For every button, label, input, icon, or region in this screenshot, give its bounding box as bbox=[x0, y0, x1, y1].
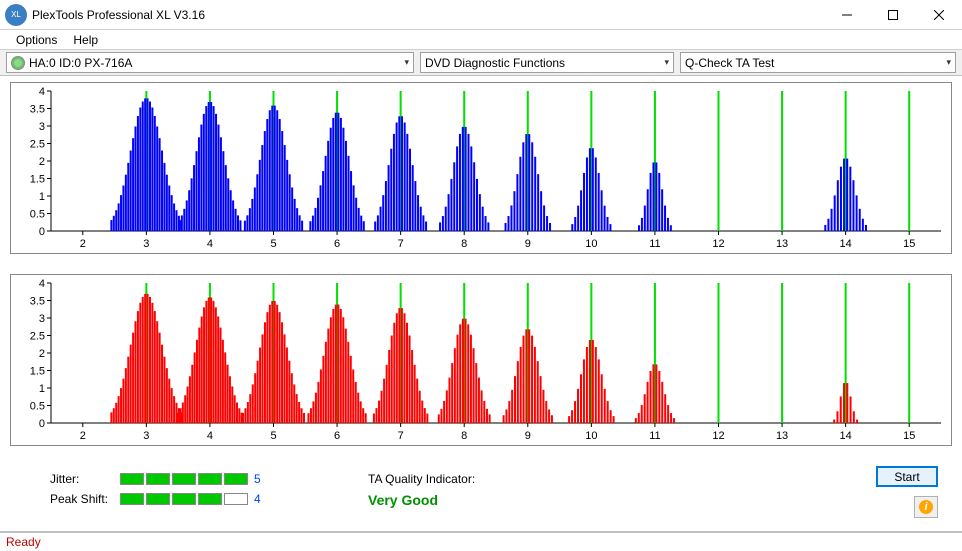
window-controls bbox=[824, 0, 962, 29]
svg-text:2.5: 2.5 bbox=[30, 139, 45, 151]
svg-text:5: 5 bbox=[270, 430, 276, 442]
svg-text:6: 6 bbox=[334, 238, 340, 250]
indicators-panel: Jitter: 5 Peak Shift: 4 TA Quality Indic… bbox=[10, 466, 952, 508]
menu-bar: Options Help bbox=[0, 30, 962, 50]
svg-text:9: 9 bbox=[525, 238, 531, 250]
svg-text:3: 3 bbox=[143, 238, 149, 250]
svg-text:7: 7 bbox=[398, 238, 404, 250]
svg-text:13: 13 bbox=[776, 430, 788, 442]
chevron-down-icon: ▾ bbox=[404, 57, 409, 68]
chevron-down-icon: ▾ bbox=[664, 57, 669, 68]
svg-text:10: 10 bbox=[585, 430, 597, 442]
svg-text:4: 4 bbox=[207, 430, 213, 442]
svg-text:5: 5 bbox=[270, 238, 276, 250]
test-select[interactable]: Q-Check TA Test ▾ bbox=[680, 52, 956, 73]
quality-segment bbox=[198, 493, 222, 505]
svg-text:4: 4 bbox=[207, 238, 213, 250]
chevron-down-icon: ▾ bbox=[946, 57, 951, 68]
info-button[interactable]: i bbox=[914, 496, 938, 518]
quality-segment bbox=[120, 473, 144, 485]
quality-segment bbox=[172, 493, 196, 505]
svg-text:0: 0 bbox=[39, 226, 45, 238]
maximize-button[interactable] bbox=[870, 0, 916, 29]
function-select[interactable]: DVD Diagnostic Functions ▾ bbox=[420, 52, 674, 73]
test-select-value: Q-Check TA Test bbox=[685, 56, 774, 70]
svg-text:11: 11 bbox=[649, 430, 660, 442]
svg-text:2: 2 bbox=[39, 156, 45, 168]
svg-text:3: 3 bbox=[143, 430, 149, 442]
svg-text:3.5: 3.5 bbox=[30, 296, 45, 308]
svg-text:15: 15 bbox=[903, 430, 915, 442]
svg-text:1: 1 bbox=[39, 191, 45, 203]
start-button[interactable]: Start bbox=[876, 466, 938, 487]
svg-text:0.5: 0.5 bbox=[30, 401, 45, 413]
quality-segment bbox=[146, 493, 170, 505]
window-title: PlexTools Professional XL V3.16 bbox=[32, 8, 824, 22]
svg-text:3: 3 bbox=[39, 313, 45, 325]
taq-label: TA Quality Indicator: bbox=[368, 472, 475, 486]
close-button[interactable] bbox=[916, 0, 962, 29]
svg-text:6: 6 bbox=[334, 430, 340, 442]
function-select-value: DVD Diagnostic Functions bbox=[425, 56, 565, 70]
svg-text:1.5: 1.5 bbox=[30, 366, 45, 378]
drive-select-value: HA:0 ID:0 PX-716A bbox=[29, 56, 132, 70]
menu-options[interactable]: Options bbox=[8, 31, 65, 49]
svg-text:2: 2 bbox=[39, 348, 45, 360]
svg-text:2: 2 bbox=[80, 430, 86, 442]
svg-text:12: 12 bbox=[712, 238, 724, 250]
jitter-value: 5 bbox=[248, 472, 268, 486]
toolbar: HA:0 ID:0 PX-716A ▾ DVD Diagnostic Funct… bbox=[0, 50, 962, 76]
svg-text:11: 11 bbox=[649, 238, 660, 250]
taq-value: Very Good bbox=[368, 492, 475, 508]
info-icon: i bbox=[919, 500, 933, 514]
svg-text:9: 9 bbox=[525, 430, 531, 442]
chart-pits: 0 0.5 1 1.5 2 2.5 3 3.5 4 2 3 4 5 6 7 8 9 10 11 12 13 14 15 bbox=[10, 82, 952, 254]
svg-text:8: 8 bbox=[461, 238, 467, 250]
svg-text:4: 4 bbox=[39, 86, 45, 98]
svg-text:10: 10 bbox=[585, 238, 597, 250]
svg-text:7: 7 bbox=[398, 430, 404, 442]
quality-segment bbox=[224, 493, 248, 505]
svg-text:3.5: 3.5 bbox=[30, 104, 45, 116]
jitter-bars bbox=[120, 473, 248, 485]
peakshift-label: Peak Shift: bbox=[50, 492, 120, 506]
quality-segment bbox=[172, 473, 196, 485]
svg-text:13: 13 bbox=[776, 238, 788, 250]
disc-icon bbox=[11, 56, 25, 70]
chart-lands: 0 0.5 1 1.5 2 2.5 3 3.5 4 2 3 4 5 6 7 8 9 10 11 12 13 14 15 bbox=[10, 274, 952, 446]
quality-segment bbox=[198, 473, 222, 485]
ta-quality: TA Quality Indicator: Very Good bbox=[368, 472, 475, 508]
quality-segment bbox=[120, 493, 144, 505]
app-icon bbox=[8, 7, 24, 23]
svg-text:3: 3 bbox=[39, 121, 45, 133]
svg-text:1.5: 1.5 bbox=[30, 174, 45, 186]
svg-text:1: 1 bbox=[39, 383, 45, 395]
svg-text:8: 8 bbox=[461, 430, 467, 442]
start-button-label: Start bbox=[894, 470, 919, 484]
svg-text:12: 12 bbox=[712, 430, 724, 442]
svg-text:2.5: 2.5 bbox=[30, 331, 45, 343]
drive-select[interactable]: HA:0 ID:0 PX-716A ▾ bbox=[6, 52, 414, 73]
status-text: Ready bbox=[6, 535, 41, 549]
jitter-label: Jitter: bbox=[50, 472, 120, 486]
menu-help[interactable]: Help bbox=[65, 31, 106, 49]
main-content: 00.511.522.533.5423456789101112131415 00… bbox=[0, 76, 962, 508]
title-bar: PlexTools Professional XL V3.16 bbox=[0, 0, 962, 30]
svg-text:14: 14 bbox=[840, 430, 852, 442]
quality-bars: Jitter: 5 Peak Shift: 4 bbox=[50, 472, 268, 506]
svg-text:0: 0 bbox=[39, 418, 45, 430]
peakshift-value: 4 bbox=[248, 492, 268, 506]
status-bar: Ready bbox=[0, 531, 962, 551]
quality-segment bbox=[224, 473, 248, 485]
minimize-button[interactable] bbox=[824, 0, 870, 29]
quality-segment bbox=[146, 473, 170, 485]
svg-text:2: 2 bbox=[80, 238, 86, 250]
svg-text:14: 14 bbox=[840, 238, 852, 250]
peakshift-bars bbox=[120, 493, 248, 505]
svg-text:4: 4 bbox=[39, 278, 45, 290]
svg-text:0.5: 0.5 bbox=[30, 209, 45, 221]
svg-text:15: 15 bbox=[903, 238, 915, 250]
